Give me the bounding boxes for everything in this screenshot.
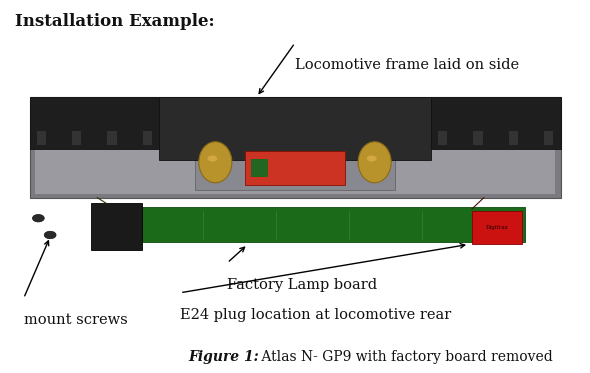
FancyBboxPatch shape (159, 97, 431, 160)
Bar (143, 131, 152, 145)
FancyBboxPatch shape (30, 97, 159, 149)
Text: Digitrax: Digitrax (486, 225, 509, 230)
FancyBboxPatch shape (431, 97, 560, 149)
FancyBboxPatch shape (100, 207, 525, 242)
Bar (438, 131, 447, 145)
FancyBboxPatch shape (195, 134, 395, 190)
Ellipse shape (199, 142, 232, 183)
Text: Installation Example:: Installation Example: (15, 13, 214, 30)
Bar (473, 131, 483, 145)
Ellipse shape (367, 156, 376, 162)
Text: Figure 1:: Figure 1: (189, 350, 260, 364)
FancyBboxPatch shape (35, 138, 555, 194)
Text: Factory Lamp board: Factory Lamp board (227, 278, 377, 292)
FancyBboxPatch shape (251, 159, 268, 177)
FancyBboxPatch shape (472, 211, 522, 244)
Circle shape (32, 214, 44, 222)
Ellipse shape (208, 156, 217, 162)
Text: E24 plug location at locomotive rear: E24 plug location at locomotive rear (180, 308, 451, 322)
Bar (509, 131, 518, 145)
Circle shape (44, 231, 56, 239)
Bar (37, 131, 46, 145)
Text: Atlas N- GP9 with factory board removed: Atlas N- GP9 with factory board removed (257, 350, 552, 364)
FancyBboxPatch shape (91, 203, 142, 250)
Text: Locomotive frame laid on side: Locomotive frame laid on side (295, 58, 519, 72)
Bar (107, 131, 117, 145)
Text: mount screws: mount screws (24, 313, 127, 327)
FancyBboxPatch shape (245, 151, 345, 185)
FancyBboxPatch shape (30, 97, 560, 198)
Ellipse shape (358, 142, 391, 183)
Bar (544, 131, 553, 145)
Bar (72, 131, 81, 145)
